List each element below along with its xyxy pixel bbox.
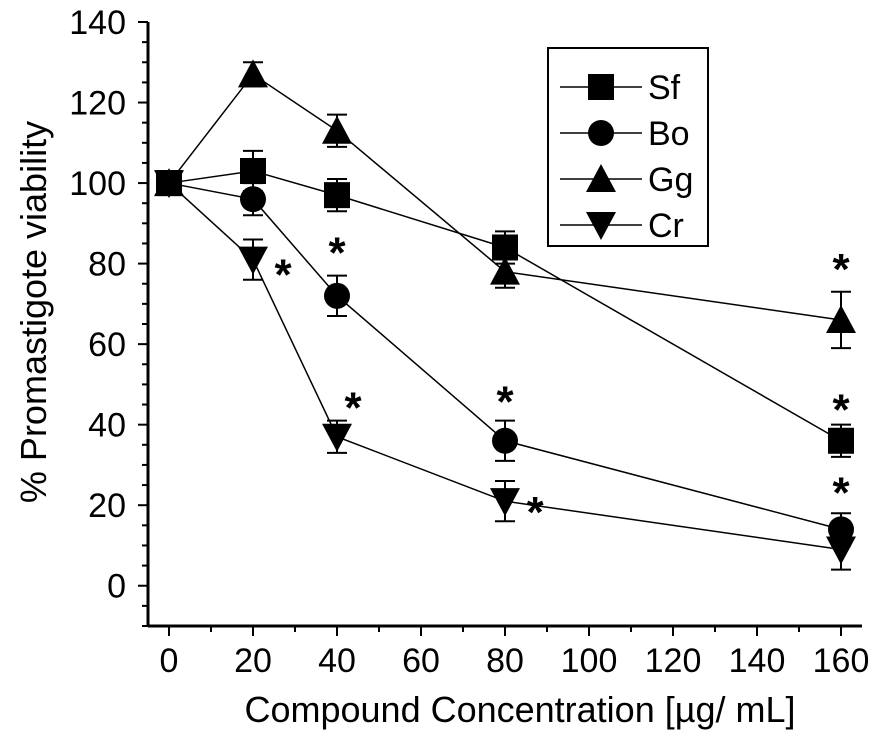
data-point-gg xyxy=(322,115,352,144)
y-tick-label: 60 xyxy=(88,326,126,364)
y-tick-label: 140 xyxy=(69,4,126,42)
y-tick-label: 100 xyxy=(69,165,126,203)
legend-label-bo: Bo xyxy=(648,115,690,153)
axes-layer: 0 20 40 60 80 100 120 140 0 20 40 60 80 100 120 140 160 xyxy=(69,4,869,680)
data-point-bo xyxy=(324,282,350,309)
legend-label-cr: Cr xyxy=(648,207,684,245)
significance-star-bo: * xyxy=(832,468,850,517)
x-tick-label: 140 xyxy=(729,642,786,680)
x-tick-label: 60 xyxy=(402,642,440,680)
data-point-gg xyxy=(238,59,268,88)
y-tick-label: 0 xyxy=(107,568,126,606)
series-cr: * * * xyxy=(154,170,856,571)
x-tick-label: 80 xyxy=(486,642,524,680)
significance-star-sf: * xyxy=(832,386,850,435)
series-layer: * * * * * * * * xyxy=(154,59,856,571)
legend-marker-gg xyxy=(586,164,616,192)
x-axis-label: Compound Concentration [µg/ mL] xyxy=(244,689,795,730)
x-tick-label: 160 xyxy=(813,642,870,680)
x-tick-label: 0 xyxy=(160,642,179,680)
legend: Sf Bo Gg Cr xyxy=(547,47,709,247)
data-point-cr xyxy=(238,246,268,275)
data-point-cr xyxy=(154,170,184,199)
x-tick-label: 120 xyxy=(645,642,702,680)
data-point-bo xyxy=(492,427,518,454)
legend-box xyxy=(547,47,709,247)
significance-star-cr: * xyxy=(274,251,292,300)
data-point-cr xyxy=(490,488,520,517)
legend-marker-bo xyxy=(588,120,614,146)
data-point-bo xyxy=(240,186,266,213)
x-tick-label: 20 xyxy=(234,642,272,680)
legend-label-gg: Gg xyxy=(648,161,693,199)
x-tick-label: 100 xyxy=(561,642,618,680)
data-point-sf xyxy=(240,157,266,184)
data-point-gg xyxy=(826,304,856,333)
significance-star-cr: * xyxy=(344,384,362,433)
y-tick-label: 80 xyxy=(88,246,126,284)
y-tick-label: 40 xyxy=(88,407,126,445)
significance-star-gg: * xyxy=(832,245,850,294)
y-tick-label: 120 xyxy=(69,85,126,123)
series-gg: * xyxy=(154,59,856,350)
y-tick-label: 20 xyxy=(88,487,126,525)
data-point-sf xyxy=(828,427,854,454)
data-point-sf xyxy=(324,182,350,209)
significance-star-bo: * xyxy=(328,229,346,278)
x-tick-label: 40 xyxy=(318,642,356,680)
significance-star-cr: * xyxy=(526,488,544,537)
data-point-cr xyxy=(826,536,856,565)
legend-marker-sf xyxy=(588,74,614,100)
legend-marker-cr xyxy=(586,212,616,240)
legend-label-sf: Sf xyxy=(648,69,681,107)
data-point-cr xyxy=(322,423,352,452)
data-point-gg xyxy=(490,256,520,285)
y-axis-label: % Promastigote viability xyxy=(13,121,54,503)
significance-star-bo: * xyxy=(496,378,514,427)
